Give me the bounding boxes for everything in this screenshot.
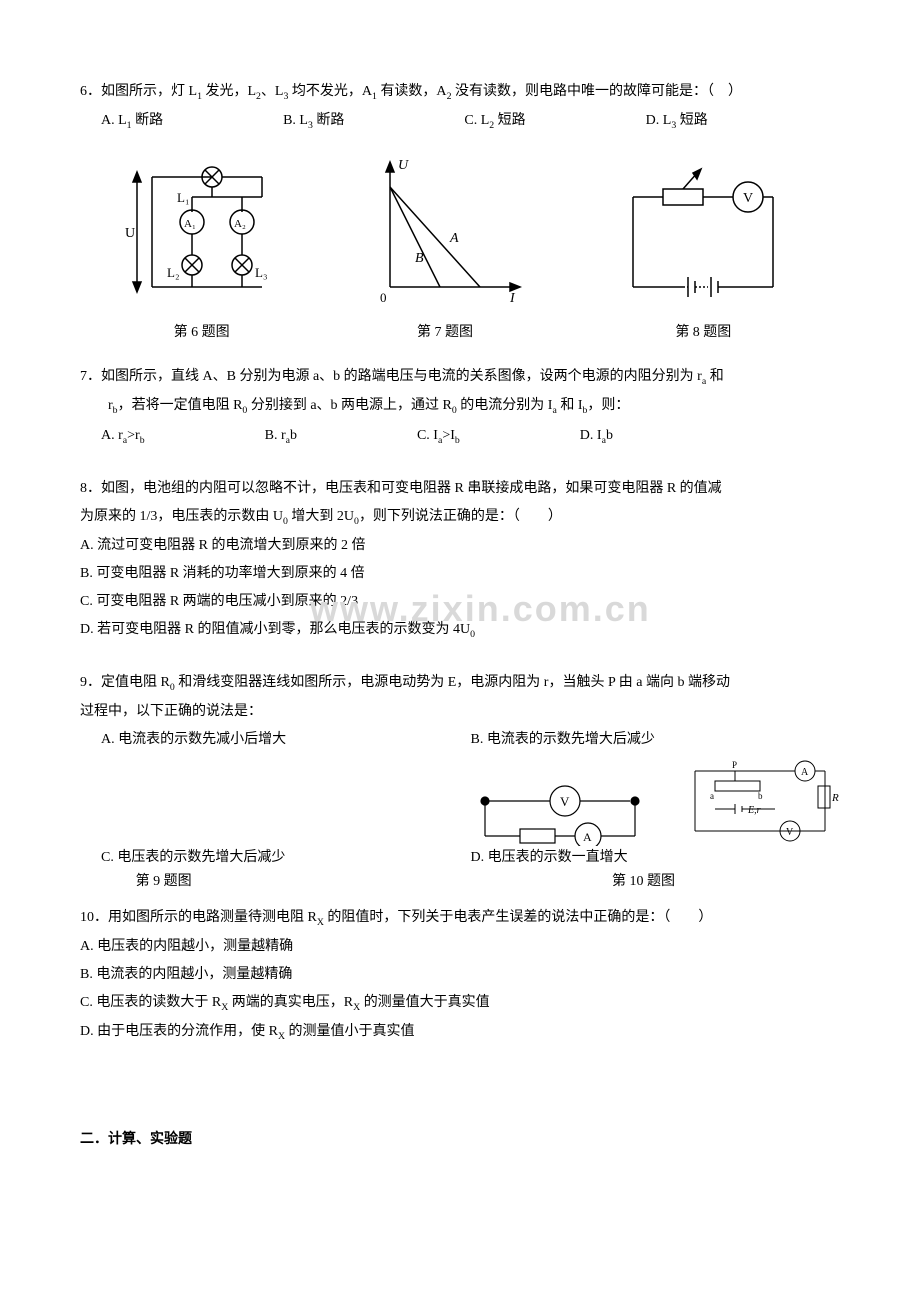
svg-text:B: B — [415, 251, 424, 266]
fig7-svg: U I 0 A B — [360, 147, 530, 317]
q7-opt-a: A. ra>rb — [101, 424, 145, 449]
svg-text:V: V — [560, 794, 570, 809]
question-8: 8．如图，电池组的内阻可以忽略不计，电压表和可变电阻器 R 串联接成电路，如果可… — [80, 477, 840, 643]
fig6-caption: 第 6 题图 — [174, 321, 230, 345]
fig9-svg: V A — [470, 756, 650, 846]
q8-text: 8．如图，电池组的内阻可以忽略不计，电压表和可变电阻器 R 串联接成电路，如果可… — [80, 477, 840, 501]
svg-text:A₁: A₁ — [184, 218, 196, 230]
svg-text:R: R — [831, 792, 839, 804]
q7-text: 7．如图所示，直线 A、B 分别为电源 a、b 的路端电压与电流的关系图像，设两… — [80, 365, 840, 390]
fig8-svg: V — [603, 167, 803, 317]
q8-opt-c-wrap: C. 可变电阻器 R 两端的电压减小到原来的 2/3 www.zixin.com… — [80, 590, 840, 614]
fig9-caption: 第 9 题图 — [80, 870, 247, 894]
q8-text2: 为原来的 1/3，电压表的示数由 U0 增大到 2U0，则下列说法正确的是：（ … — [80, 505, 840, 530]
fig6-block: U L₁ A₁ — [117, 147, 287, 345]
fig7-block: U I 0 A B 第 7 题图 — [360, 147, 530, 345]
fig7-caption: 第 7 题图 — [417, 321, 473, 345]
svg-text:b: b — [758, 791, 763, 801]
svg-text:I: I — [509, 291, 516, 306]
question-7: 7．如图所示，直线 A、B 分别为电源 a、b 的路端电压与电流的关系图像，设两… — [80, 365, 840, 449]
q9-opt-a: A. 电流表的示数先减小后增大 — [101, 728, 471, 752]
q6-opt-a: A. L1 断路 — [101, 109, 163, 134]
fig6-svg: U L₁ A₁ — [117, 147, 287, 317]
q8-opt-d: D. 若可变电阻器 R 的阻值减小到零，那么电压表的示数变为 4U0 — [80, 618, 840, 643]
q6-text: 6．如图所示，灯 L1 发光，L2、L3 均不发光，A1 有读数，A2 没有读数… — [80, 80, 840, 105]
fig10-svg: A P a b R E,r — [680, 756, 840, 846]
fig8-block: V 第 8 题图 — [603, 167, 803, 345]
q9-text: 9．定值电阻 R0 和滑线变阻器连线如图所示，电源电动势为 E，电源内阻为 r，… — [80, 671, 840, 696]
svg-text:A: A — [801, 767, 809, 778]
question-6: 6．如图所示，灯 L1 发光，L2、L3 均不发光，A1 有读数，A2 没有读数… — [80, 80, 840, 135]
svg-text:V: V — [786, 827, 794, 838]
q10-opt-b: B. 电流表的内阻越小，测量越精确 — [80, 963, 840, 987]
q10-opt-c: C. 电压表的读数大于 RX 两端的真实电压，RX 的测量值大于真实值 — [80, 991, 840, 1016]
q8-opt-c: C. 可变电阻器 R 两端的电压减小到原来的 2/3 — [80, 594, 358, 609]
svg-text:U: U — [398, 158, 409, 173]
section-2-heading: 二．计算、实验题 — [80, 1128, 840, 1152]
svg-text:L₁: L₁ — [177, 190, 189, 205]
q9-opt-d: D. 电压表的示数一直增大 — [471, 846, 628, 870]
q10-text: 10．用如图所示的电路测量待测电阻 RX 的阻值时，下列关于电表产生误差的说法中… — [80, 906, 840, 931]
svg-text:E,r: E,r — [747, 805, 761, 816]
figs-6-7-8: U L₁ A₁ — [80, 147, 840, 345]
fig10-caption: 第 10 题图 — [612, 870, 675, 894]
q9-opt-b: B. 电流表的示数先增大后减少 — [471, 728, 655, 752]
q8-opt-a: A. 流过可变电阻器 R 的电流增大到原来的 2 倍 — [80, 534, 840, 558]
q10-opt-a: A. 电压表的内阻越小，测量越精确 — [80, 935, 840, 959]
q6-opt-c: C. L2 短路 — [464, 109, 525, 134]
q6-opt-b: B. L3 断路 — [283, 109, 344, 134]
svg-text:U: U — [125, 226, 135, 241]
q7-opt-b: B. rab — [265, 424, 297, 449]
q6-options: A. L1 断路 B. L3 断路 C. L2 短路 D. L3 短路 — [80, 109, 840, 134]
svg-text:P: P — [732, 760, 737, 770]
svg-text:V: V — [743, 191, 753, 206]
svg-text:a: a — [710, 791, 714, 801]
fig8-caption: 第 8 题图 — [675, 321, 731, 345]
q7-text2: rb，若将一定值电阻 R0 分别接到 a、b 两电源上，通过 R0 的电流分别为… — [80, 394, 840, 419]
q8-opt-b: B. 可变电阻器 R 消耗的功率增大到原来的 4 倍 — [80, 562, 840, 586]
svg-text:A: A — [583, 830, 592, 844]
q7-opt-c: C. Ia>Ib — [417, 424, 460, 449]
svg-text:0: 0 — [380, 290, 387, 305]
q10-opt-d: D. 由于电压表的分流作用，使 RX 的测量值小于真实值 — [80, 1020, 840, 1045]
svg-text:A₂: A₂ — [234, 218, 246, 230]
svg-text:L₃: L₃ — [255, 265, 267, 280]
q9-opt-c: C. 电压表的示数先增大后减少 — [101, 846, 471, 870]
q9-text2: 过程中，以下正确的说法是： — [80, 700, 840, 724]
question-9: 9．定值电阻 R0 和滑线变阻器连线如图所示，电源电动势为 E，电源内阻为 r，… — [80, 671, 840, 894]
q6-opt-d: D. L3 短路 — [646, 109, 708, 134]
q7-opt-d: D. Iab — [580, 424, 613, 449]
svg-text:L₂: L₂ — [167, 265, 179, 280]
svg-text:A: A — [449, 231, 459, 246]
q7-options: A. ra>rb B. rab C. Ia>Ib D. Iab — [80, 424, 840, 449]
question-10: 10．用如图所示的电路测量待测电阻 RX 的阻值时，下列关于电表产生误差的说法中… — [80, 906, 840, 1046]
